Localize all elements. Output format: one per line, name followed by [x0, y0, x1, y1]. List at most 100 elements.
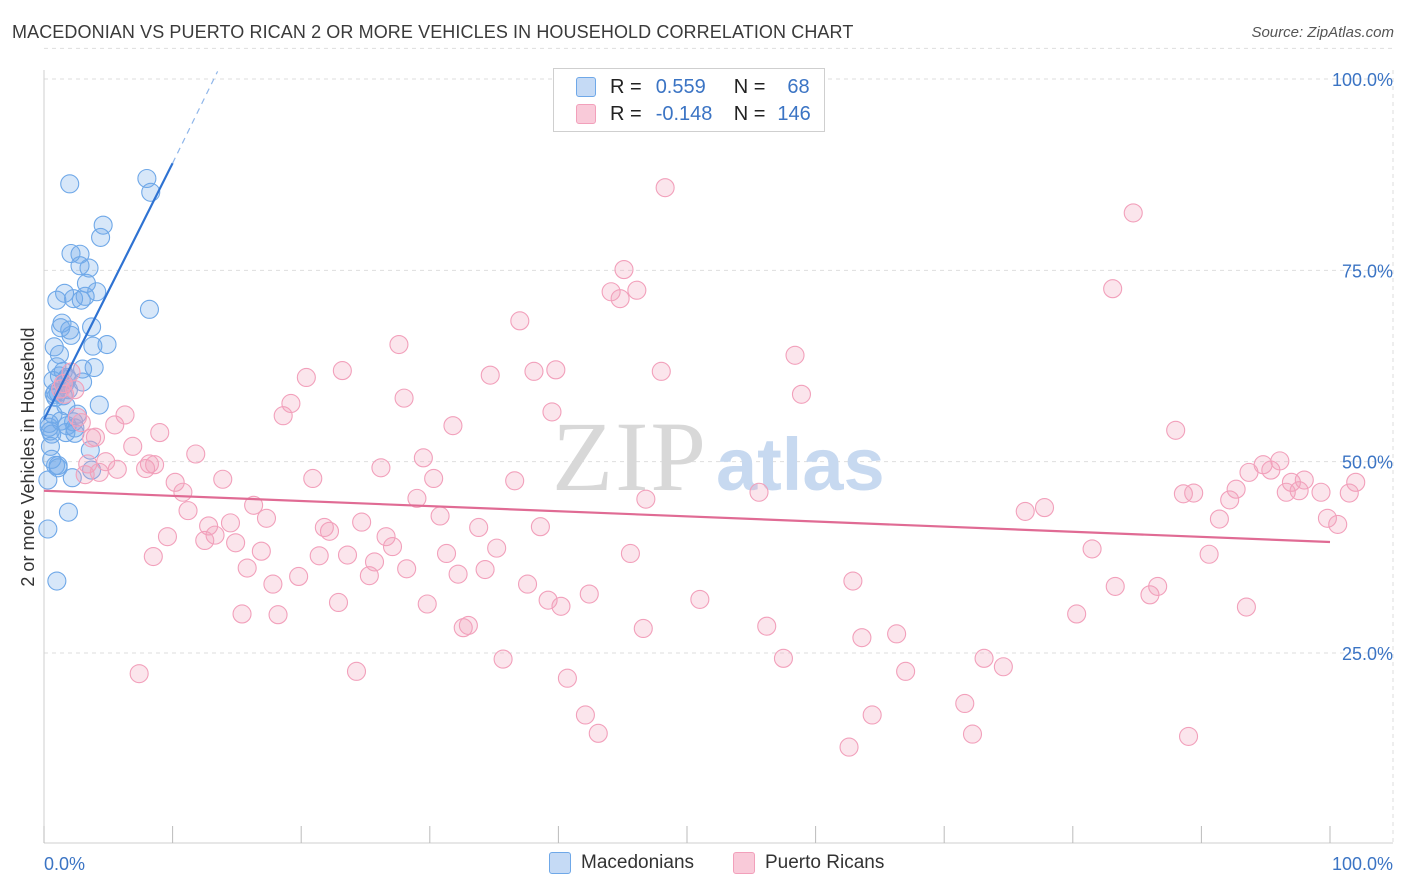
data-point-puerto-ricans [575, 705, 595, 725]
data-point-puerto-ricans [542, 402, 562, 422]
data-point-puerto-ricans [852, 628, 872, 648]
data-point-puerto-ricans [376, 527, 396, 547]
data-point-puerto-ricans [417, 594, 437, 614]
data-point-puerto-ricans [620, 543, 640, 564]
data-point-puerto-ricans [1015, 501, 1035, 521]
data-point-puerto-ricans [1328, 514, 1348, 534]
data-point-puerto-ricans [220, 513, 241, 533]
data-point-puerto-ricans [1103, 279, 1123, 299]
data-point-puerto-ricans [213, 469, 233, 489]
data-point-puerto-ricans [205, 525, 225, 545]
data-point-macedonians [87, 282, 107, 302]
legend-swatch-puerto-ricans [576, 104, 596, 124]
data-point-puerto-ricans [115, 405, 135, 425]
legend-n-value-macedonians: 68 [787, 75, 810, 98]
data-point-puerto-ricans [226, 533, 246, 553]
watermark: ZIP atlas [552, 401, 885, 512]
legend-r-label: R = [610, 102, 642, 125]
data-point-macedonians [70, 244, 90, 264]
data-point-puerto-ricans [530, 517, 550, 537]
data-point-puerto-ricans [887, 624, 907, 644]
data-point-puerto-ricans [1289, 481, 1309, 501]
data-point-macedonians [139, 299, 160, 319]
data-point-puerto-ricans [588, 723, 608, 743]
y-tick-label: 50.0% [1342, 453, 1393, 473]
data-point-puerto-ricans [1082, 539, 1102, 559]
data-point-puerto-ricans [157, 527, 178, 547]
series-puerto-ricans [51, 178, 1366, 757]
data-point-puerto-ricans [448, 564, 468, 584]
data-point-macedonians [38, 519, 58, 539]
data-point-macedonians [49, 344, 69, 365]
data-point-puerto-ricans [487, 538, 507, 558]
data-point-puerto-ricans [289, 566, 309, 586]
y-axis-label: 2 or more Vehicles in Household [18, 327, 38, 586]
data-point-puerto-ricans [394, 388, 414, 408]
legend-r-value-puerto-ricans: -0.148 [655, 102, 713, 125]
data-point-puerto-ricans [458, 615, 478, 635]
data-point-puerto-ricans [65, 380, 85, 400]
data-point-macedonians [48, 455, 68, 476]
data-point-puerto-ricans [480, 365, 500, 385]
legend-row-puerto-ricans: R = -0.148 N = 146 [576, 102, 811, 126]
data-point-puerto-ricans [517, 574, 538, 594]
bottom-legend-puerto-ricans: Puerto Ricans [733, 852, 884, 874]
legend-n-label: N = [733, 102, 766, 125]
data-point-puerto-ricans [237, 558, 257, 578]
data-point-puerto-ricans [655, 178, 675, 198]
data-point-puerto-ricans [633, 618, 653, 639]
data-point-puerto-ricans [469, 517, 489, 538]
data-point-puerto-ricans [443, 416, 463, 436]
data-point-puerto-ricans [145, 455, 165, 475]
data-point-puerto-ricans [256, 508, 277, 528]
trend-line-macedonians [43, 162, 174, 421]
data-point-puerto-ricans [143, 546, 163, 567]
source-label: Source: ZipAtlas.com [1251, 24, 1394, 41]
data-point-puerto-ricans [337, 545, 358, 565]
data-point-puerto-ricans [546, 360, 566, 380]
data-point-puerto-ricans [436, 543, 457, 564]
data-point-puerto-ricans [505, 471, 525, 491]
data-point-puerto-ricans [105, 415, 125, 435]
bottom-legend-label-puerto-ricans: Puerto Ricans [765, 852, 885, 873]
data-point-macedonians [55, 283, 75, 303]
data-point-puerto-ricans [407, 488, 427, 508]
data-point-macedonians [39, 413, 59, 433]
trend-lines [43, 71, 1331, 544]
y-tick-label: 100.0% [1332, 70, 1393, 90]
data-point-puerto-ricans [178, 501, 198, 521]
data-point-puerto-ricans [424, 468, 444, 489]
data-point-puerto-ricans [67, 407, 87, 427]
data-point-puerto-ricans [1105, 576, 1125, 596]
data-point-puerto-ricans [309, 546, 329, 566]
data-point-macedonians [84, 357, 104, 378]
data-point-puerto-ricans [1199, 544, 1219, 564]
data-point-puerto-ricans [268, 605, 288, 625]
data-point-puerto-ricans [244, 495, 264, 515]
data-point-puerto-ricans [896, 661, 916, 681]
data-point-puerto-ricans [251, 541, 271, 561]
data-point-puerto-ricans [1148, 576, 1168, 596]
data-point-puerto-ricans [843, 571, 863, 591]
data-point-puerto-ricans [791, 384, 812, 404]
watermark-atlas: atlas [716, 423, 885, 506]
data-point-puerto-ricans [332, 361, 352, 381]
data-point-puerto-ricans [785, 345, 805, 365]
legend-r-value-macedonians: 0.559 [655, 75, 706, 98]
data-point-puerto-ricans [173, 482, 193, 502]
data-point-puerto-ricans [1226, 479, 1246, 499]
data-point-puerto-ricans [651, 361, 671, 381]
data-point-puerto-ricans [636, 489, 656, 509]
chart-title: MACEDONIAN VS PUERTO RICAN 2 OR MORE VEH… [12, 22, 854, 42]
data-point-macedonians [93, 215, 113, 235]
data-point-puerto-ricans [1236, 597, 1256, 617]
bottom-legend-swatch-puerto-ricans [733, 852, 755, 874]
bottom-legend-label-macedonians: Macedonians [581, 852, 695, 873]
data-point-puerto-ricans [1311, 482, 1331, 502]
data-point-macedonians [64, 289, 84, 309]
data-point-puerto-ricans [1220, 490, 1240, 510]
data-point-puerto-ricans [195, 530, 215, 551]
trend-extension-macedonians [172, 71, 219, 164]
legend-n-value-puerto-ricans: 146 [777, 102, 811, 125]
